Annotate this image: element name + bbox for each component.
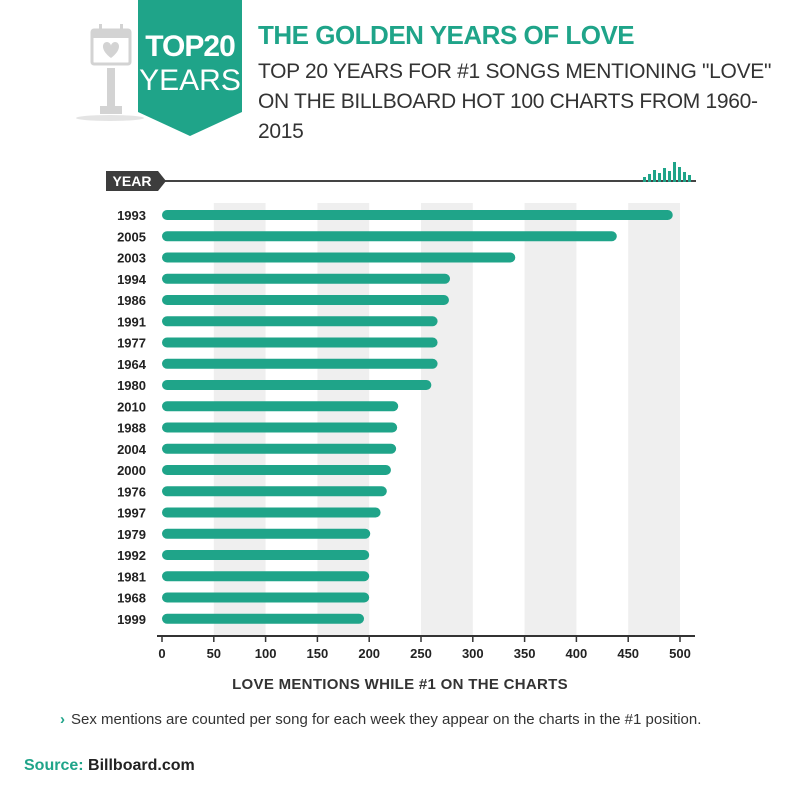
- y-tick-label: 1997: [117, 506, 146, 521]
- x-tick-label: 450: [617, 646, 639, 661]
- footnote: › Sex mentions are counted per song for e…: [60, 711, 701, 728]
- bar: [162, 507, 381, 518]
- grid-band: [213, 203, 266, 636]
- page-subtitle: TOP 20 YEARS FOR #1 SONGS MENTIONING "LO…: [258, 60, 772, 143]
- y-tick-label: 1999: [117, 612, 146, 627]
- y-tick-label: 1968: [117, 591, 146, 606]
- bar: [162, 210, 673, 220]
- y-tick-label: 1964: [117, 357, 147, 372]
- grid-band: [421, 203, 473, 636]
- y-tick-label: 1976: [117, 484, 146, 499]
- year-tag-arrow: [158, 171, 166, 191]
- bar: [162, 465, 391, 475]
- x-axis-label: LOVE MENTIONS WHILE #1 ON THE CHARTS: [232, 676, 568, 693]
- bar: [162, 252, 516, 263]
- x-tick-label: 150: [307, 646, 329, 661]
- x-tick-label: 250: [410, 646, 432, 661]
- y-tick-label: 1991: [117, 314, 146, 329]
- y-tick-label: 1980: [117, 378, 146, 393]
- top20-badge: TOP20 YEARS: [138, 0, 242, 136]
- equalizer-icon: [643, 162, 691, 182]
- y-tick-label: 2004: [117, 442, 147, 457]
- bar: [162, 337, 438, 348]
- source-label: Source:: [24, 757, 84, 774]
- bars: [162, 210, 673, 624]
- chevron-right-icon: ›: [60, 711, 65, 728]
- bar: [162, 443, 397, 454]
- badge-line1: TOP20: [145, 30, 236, 63]
- y-tick-labels: 1993 2005 2003 1994 1986 1991 1977 1964 1980 2010…: [117, 208, 147, 627]
- x-tick-label: 100: [255, 646, 277, 661]
- y-tick-label: 2000: [117, 463, 146, 478]
- bar: [162, 316, 438, 327]
- calendar-trophy-icon: [76, 24, 144, 121]
- bar: [162, 401, 399, 412]
- y-tick-label: 1981: [117, 569, 146, 584]
- bar: [162, 613, 365, 624]
- bar: [162, 486, 387, 497]
- y-tick-label: 1979: [117, 527, 146, 542]
- y-tick-label: 1977: [117, 336, 146, 351]
- y-tick-label: 2010: [117, 399, 146, 414]
- x-tick-label: 400: [566, 646, 588, 661]
- bar: [162, 422, 398, 433]
- y-tick-label: 1992: [117, 548, 146, 563]
- page-title: THE GOLDEN YEARS OF LOVE: [258, 20, 635, 50]
- x-tick-label: 50: [207, 646, 221, 661]
- y-tick-label: 2003: [117, 251, 146, 266]
- bar: [162, 550, 370, 560]
- x-tick-label: 350: [514, 646, 536, 661]
- source-value: Billboard.com: [88, 757, 195, 774]
- bar: [162, 528, 371, 539]
- bar: [162, 295, 449, 305]
- y-tick-label: 1993: [117, 208, 146, 223]
- x-axis: [157, 635, 695, 642]
- chart-top-rule: [158, 180, 696, 182]
- badge-line2: YEARS: [139, 64, 241, 97]
- x-tick-label: 0: [158, 646, 165, 661]
- y-tick-label: 1986: [117, 293, 146, 308]
- y-tick-label: 1988: [117, 421, 146, 436]
- bar-chart: 1993 2005 2003 1994 1986 1991 1977 1964 1980 2010…: [117, 203, 695, 661]
- source-line: Source: Billboard.com: [24, 757, 195, 775]
- footnote-text: Sex mentions are counted per song for ea…: [71, 711, 702, 728]
- bar: [162, 380, 432, 390]
- grid-band: [524, 203, 577, 636]
- bar: [162, 571, 370, 582]
- bar: [162, 358, 438, 369]
- x-tick-label: 300: [462, 646, 484, 661]
- y-tick-label: 2005: [117, 229, 146, 244]
- bar: [162, 231, 617, 242]
- x-tick-label: 200: [358, 646, 380, 661]
- year-axis-tag: YEAR: [106, 171, 158, 191]
- x-tick-labels: 0 50 100 150 200 250 300 350 400 450 500: [158, 646, 690, 661]
- y-tick-label: 1994: [117, 272, 147, 287]
- bar: [162, 592, 370, 603]
- grid-band: [317, 203, 370, 636]
- grid-bands: [213, 203, 680, 636]
- bar: [162, 273, 451, 284]
- x-tick-label: 500: [669, 646, 691, 661]
- grid-band: [628, 203, 680, 636]
